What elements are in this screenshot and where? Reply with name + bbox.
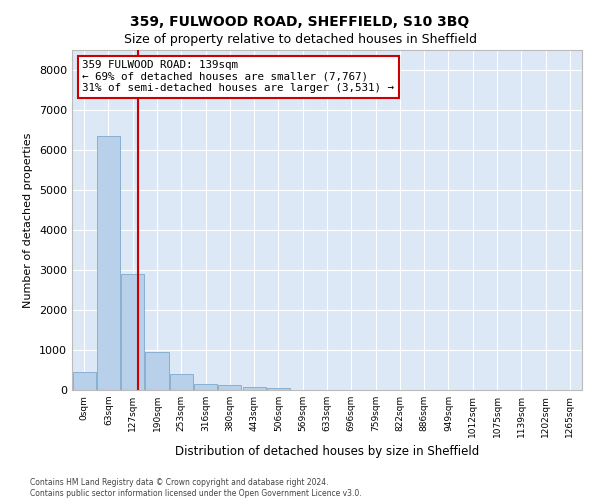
Bar	[73, 372, 95, 390]
Text: 359 FULWOOD ROAD: 139sqm
← 69% of detached houses are smaller (7,767)
31% of sem: 359 FULWOOD ROAD: 139sqm ← 69% of detach…	[82, 60, 394, 94]
Y-axis label: Number of detached properties: Number of detached properties	[23, 132, 34, 308]
Text: 359, FULWOOD ROAD, SHEFFIELD, S10 3BQ: 359, FULWOOD ROAD, SHEFFIELD, S10 3BQ	[130, 15, 470, 29]
Text: Contains HM Land Registry data © Crown copyright and database right 2024.
Contai: Contains HM Land Registry data © Crown c…	[30, 478, 362, 498]
Bar	[170, 374, 193, 390]
Bar	[194, 384, 217, 390]
Bar	[145, 352, 169, 390]
Text: Size of property relative to detached houses in Sheffield: Size of property relative to detached ho…	[124, 32, 476, 46]
Bar	[218, 385, 241, 390]
Bar	[267, 388, 290, 390]
Bar	[242, 387, 266, 390]
Bar	[121, 274, 144, 390]
X-axis label: Distribution of detached houses by size in Sheffield: Distribution of detached houses by size …	[175, 446, 479, 458]
Bar	[97, 136, 120, 390]
